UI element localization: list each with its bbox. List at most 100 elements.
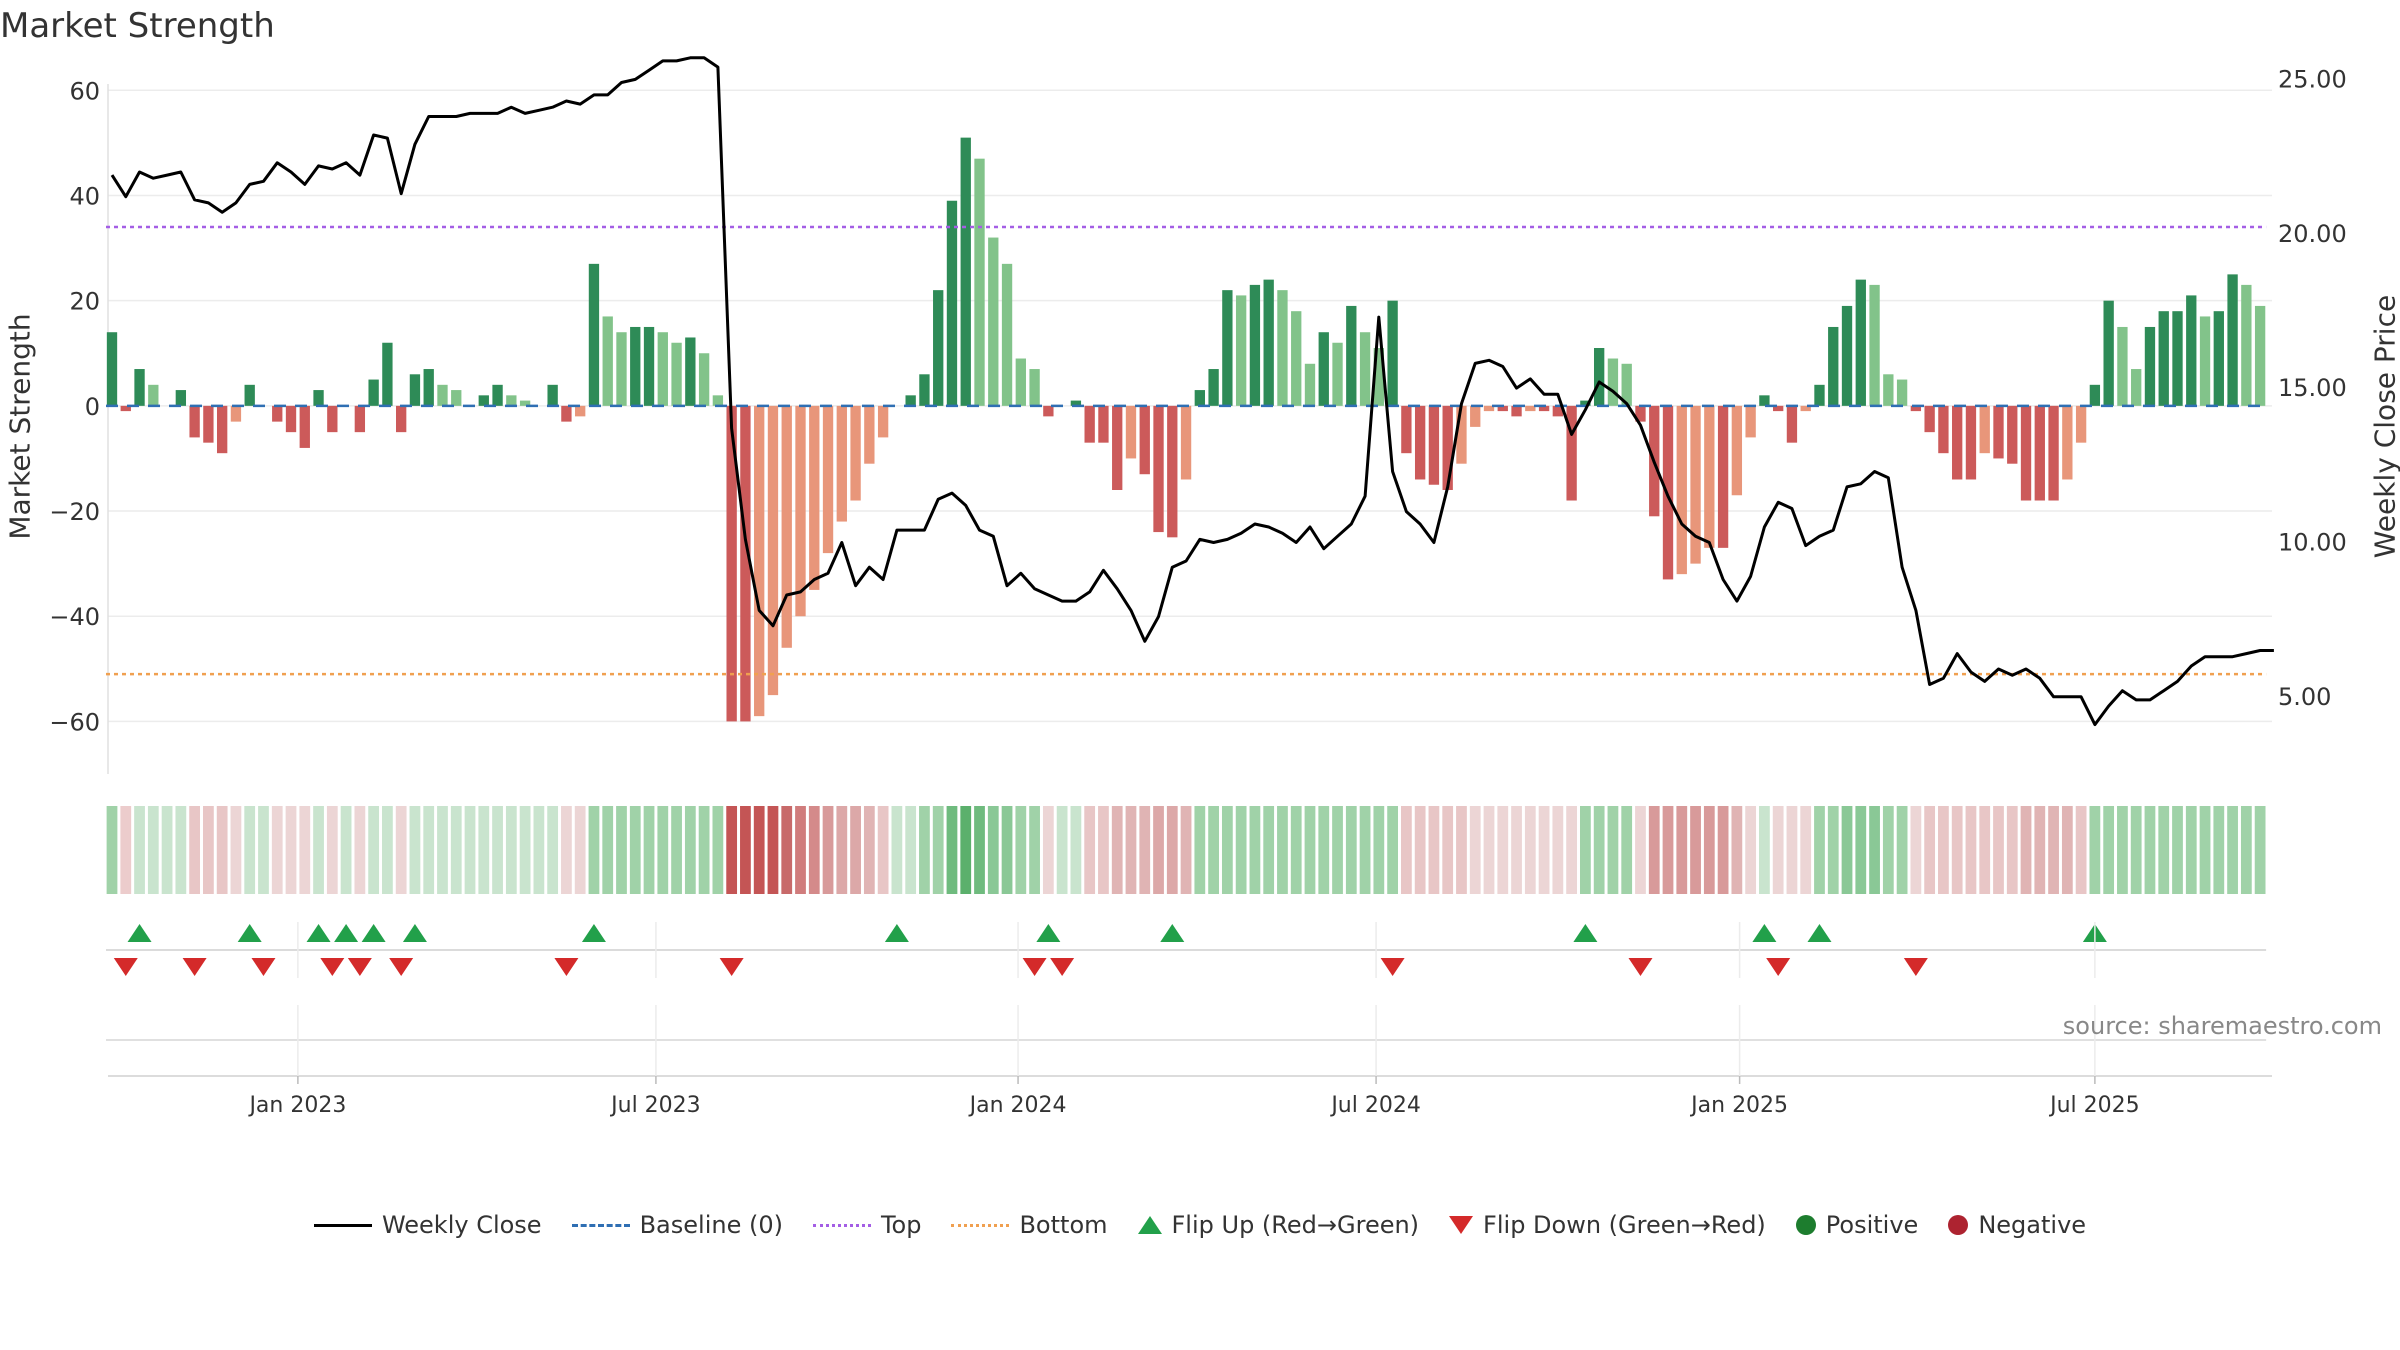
heat-strip-cell	[450, 806, 462, 894]
strength-bar	[2007, 405, 2018, 464]
heat-strip-cell	[1001, 806, 1013, 894]
strength-bar	[698, 353, 710, 406]
legend-label: Negative	[1978, 1211, 2087, 1239]
legend-baseline[interactable]: Baseline (0)	[571, 1211, 783, 1239]
strength-bar	[671, 342, 682, 406]
heat-strip-cell	[492, 806, 503, 894]
legend-label: Flip Up (Red→Green)	[1171, 1211, 1420, 1239]
strength-bar	[1125, 405, 1137, 459]
flip-up-marker	[1160, 924, 1185, 942]
left-tick-label: −60	[49, 708, 100, 736]
heat-strip-cell	[877, 806, 889, 894]
strength-bar	[1979, 405, 1990, 454]
right-tick-label: 15.00	[2278, 374, 2347, 402]
x-tick-label: Jul 2023	[609, 1093, 701, 1118]
strength-bar	[809, 405, 820, 590]
strength-bar	[712, 395, 724, 406]
heat-strip-cell	[340, 806, 352, 894]
strength-bar	[1291, 311, 1302, 406]
strength-bar	[1952, 405, 1963, 480]
heat-strip-cell	[368, 806, 380, 894]
strength-bar	[1883, 374, 1894, 406]
heat-strip-cell	[712, 806, 724, 894]
strength-bar	[988, 237, 999, 406]
legend-label: Top	[880, 1211, 922, 1239]
heat-strip-cell	[1910, 806, 1922, 894]
strength-bar	[272, 405, 283, 422]
heat-strip-cell	[1359, 806, 1371, 894]
strength-bar	[864, 405, 875, 464]
legend-negative[interactable]: Negative	[1948, 1211, 2086, 1239]
strength-bar	[1194, 390, 1205, 406]
heat-strip-cell	[1469, 806, 1481, 894]
legend-positive[interactable]: Positive	[1795, 1211, 1918, 1239]
flip-down-marker	[1766, 958, 1791, 976]
heat-strip-cell	[2006, 806, 2018, 894]
left-tick-label: −20	[49, 498, 100, 526]
flip-up-marker	[581, 924, 606, 942]
flip-up-marker	[1752, 924, 1777, 942]
heat-strip-cell	[409, 806, 421, 894]
strength-bar	[602, 316, 613, 406]
flip-down-marker	[320, 958, 345, 976]
dotted-line-icon	[951, 1223, 1010, 1227]
strength-bar	[740, 405, 751, 722]
heat-strip-cell	[822, 806, 834, 894]
strength-bar	[1993, 405, 2004, 459]
strength-bar	[1180, 405, 1192, 480]
legend-top[interactable]: Top	[812, 1211, 922, 1239]
strength-bar	[1015, 358, 1026, 406]
heat-strip-cell	[602, 806, 614, 894]
heat-strip-cell	[561, 806, 572, 894]
legend-bottom[interactable]: Bottom	[951, 1211, 1108, 1239]
legend-flip-up[interactable]: Flip Up (Red→Green)	[1137, 1211, 1420, 1239]
strength-bar	[1318, 332, 1329, 406]
flip-down-marker	[719, 958, 744, 976]
heat-strip-cell	[974, 806, 985, 894]
strength-bar	[974, 158, 985, 406]
heat-strip-cell	[726, 806, 738, 894]
heat-strip-cell	[1979, 806, 1991, 894]
strength-bar	[1580, 400, 1591, 406]
heat-strip-cell	[1015, 806, 1027, 894]
strength-bar	[1773, 405, 1784, 412]
legend-label: Bottom	[1019, 1211, 1108, 1239]
heat-strip-cell	[1373, 806, 1385, 894]
strength-bar	[2131, 369, 2142, 406]
strength-bar	[2186, 295, 2197, 406]
legend-flip-down[interactable]: Flip Down (Green→Red)	[1449, 1211, 1766, 1239]
strength-bar	[189, 405, 200, 438]
left-tick-label: −40	[49, 603, 100, 631]
strength-bar	[905, 395, 916, 406]
heat-strip-cell	[1965, 806, 1977, 894]
strength-bar	[1277, 290, 1288, 406]
heat-strip-cell	[1717, 806, 1729, 894]
strength-bar	[2254, 305, 2266, 406]
heat-strip-cell	[2144, 806, 2156, 894]
strength-bar	[120, 405, 131, 412]
strength-bar	[2172, 311, 2183, 406]
heat-strip-cell	[437, 806, 448, 894]
legend-weekly-close[interactable]: Weekly Close	[313, 1211, 542, 1239]
flip-down-marker	[113, 958, 138, 976]
legend: Weekly Close Baseline (0) Top Bottom Fli…	[0, 1205, 2400, 1245]
heat-strip-cell	[175, 806, 187, 894]
heat-strip-cell	[891, 806, 903, 894]
strength-bar	[2144, 326, 2156, 406]
heat-strip-cell	[2130, 806, 2142, 894]
heat-strip-cell	[1827, 806, 1839, 894]
left-axis-label: Market Strength	[3, 313, 37, 540]
strength-bar	[2020, 405, 2032, 501]
heat-strip-cell	[478, 806, 490, 894]
heat-strip-cell	[313, 806, 324, 894]
strength-bar	[643, 326, 655, 406]
strength-bar	[1676, 405, 1687, 575]
strength-bar	[409, 374, 421, 406]
heat-strip-cell	[505, 806, 517, 894]
red-dot-icon	[1948, 1215, 1969, 1235]
heat-strip-cell	[698, 806, 710, 894]
heat-strip-cell	[932, 806, 944, 894]
heat-strip-cell	[1772, 806, 1784, 894]
strength-bar	[1525, 405, 1536, 412]
strength-bar	[1828, 326, 1839, 406]
